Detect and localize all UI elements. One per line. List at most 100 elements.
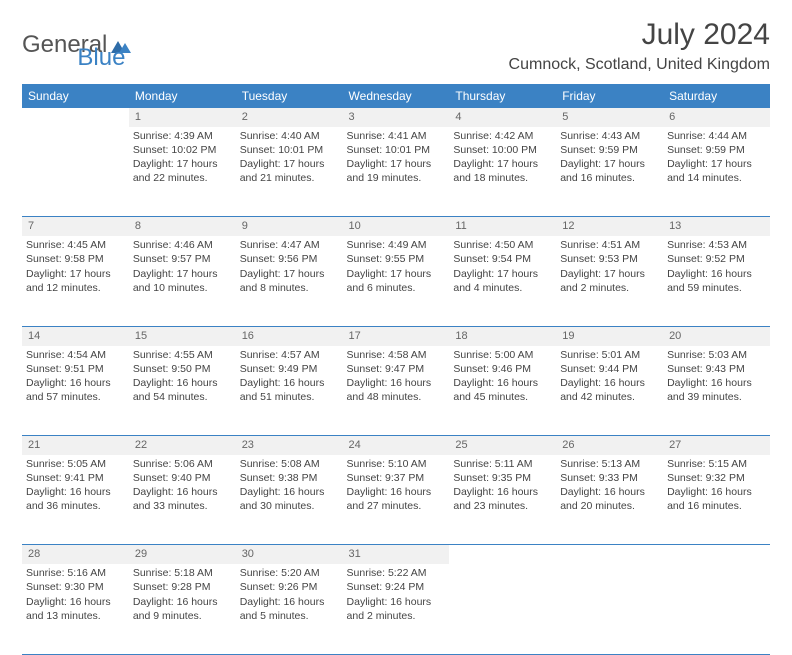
day-number: 29	[129, 545, 236, 564]
day-cell-line: Sunset: 9:44 PM	[560, 362, 659, 376]
day-cell-line: Sunset: 9:40 PM	[133, 471, 232, 485]
day-cell-line: Daylight: 16 hours	[133, 595, 232, 609]
day-cell-line: Sunset: 9:30 PM	[26, 580, 125, 594]
day-cell: Sunrise: 4:57 AMSunset: 9:49 PMDaylight:…	[236, 346, 343, 436]
day-cell-line: Sunrise: 5:20 AM	[240, 566, 339, 580]
day-cell-line: and 20 minutes.	[560, 499, 659, 513]
day-cell-line: and 13 minutes.	[26, 609, 125, 623]
day-number: 28	[22, 545, 129, 564]
day-cell-line: Sunrise: 4:47 AM	[240, 238, 339, 252]
day-content-row: Sunrise: 5:16 AMSunset: 9:30 PM Daylight:…	[22, 564, 770, 654]
day-cell: Sunrise: 4:39 AMSunset: 10:02 PMDaylight…	[129, 127, 236, 217]
day-cell-line: Sunset: 9:49 PM	[240, 362, 339, 376]
day-cell-line: Sunrise: 4:57 AM	[240, 348, 339, 362]
day-cell: Sunrise: 5:05 AMSunset: 9:41 PMDaylight:…	[22, 455, 129, 545]
day-content-row: Sunrise: 4:39 AMSunset: 10:02 PMDaylight…	[22, 127, 770, 217]
day-cell: Sunrise: 5:20 AMSunset: 9:26 PMDaylight:…	[236, 564, 343, 654]
day-cell-line: Sunset: 9:51 PM	[26, 362, 125, 376]
day-cell: Sunrise: 4:50 AMSunset: 9:54 PMDaylight:…	[449, 236, 556, 326]
day-cell-line: Sunset: 9:43 PM	[667, 362, 766, 376]
day-cell-line: Sunrise: 4:50 AM	[453, 238, 552, 252]
day-cell-line: Sunrise: 5:15 AM	[667, 457, 766, 471]
day-cell-line: Sunrise: 5:10 AM	[347, 457, 446, 471]
day-cell-line: Sunset: 9:59 PM	[667, 143, 766, 157]
day-cell-line: Sunset: 10:01 PM	[240, 143, 339, 157]
day-number-row: 78910111213	[22, 217, 770, 236]
day-cell-line: Sunset: 10:00 PM	[453, 143, 552, 157]
day-cell: Sunrise: 5:10 AMSunset: 9:37 PMDaylight:…	[343, 455, 450, 545]
day-cell-line: and 27 minutes.	[347, 499, 446, 513]
day-cell-line: and 39 minutes.	[667, 390, 766, 404]
day-cell-line: Daylight: 16 hours	[667, 485, 766, 499]
day-cell-line: Sunset: 9:50 PM	[133, 362, 232, 376]
day-cell-line: Sunrise: 5:16 AM	[26, 566, 125, 580]
weekday-header: Saturday	[663, 84, 770, 108]
day-cell-line: Sunrise: 5:13 AM	[560, 457, 659, 471]
day-cell-line: Sunrise: 5:00 AM	[453, 348, 552, 362]
day-number	[22, 108, 129, 127]
day-cell-line: and 18 minutes.	[453, 171, 552, 185]
day-cell-line: Daylight: 17 hours	[347, 157, 446, 171]
day-cell-line: and 59 minutes.	[667, 281, 766, 295]
day-cell-line: Sunrise: 4:58 AM	[347, 348, 446, 362]
day-cell-line: Sunrise: 4:54 AM	[26, 348, 125, 362]
day-cell-line: Daylight: 17 hours	[453, 157, 552, 171]
day-cell	[663, 564, 770, 654]
day-cell-line: Sunset: 9:32 PM	[667, 471, 766, 485]
location-label: Cumnock, Scotland, United Kingdom	[509, 56, 770, 74]
calendar-head: SundayMondayTuesdayWednesdayThursdayFrid…	[22, 84, 770, 108]
day-number: 7	[22, 217, 129, 236]
day-cell-line: Sunset: 9:37 PM	[347, 471, 446, 485]
day-cell-line: Daylight: 16 hours	[667, 376, 766, 390]
day-cell-line: Sunset: 10:02 PM	[133, 143, 232, 157]
day-number: 17	[343, 326, 450, 345]
day-content-row: Sunrise: 5:05 AMSunset: 9:41 PMDaylight:…	[22, 455, 770, 545]
day-cell: Sunrise: 5:18 AMSunset: 9:28 PMDaylight:…	[129, 564, 236, 654]
day-cell-line: Daylight: 16 hours	[453, 376, 552, 390]
day-cell-line: and 48 minutes.	[347, 390, 446, 404]
day-cell-line: Daylight: 17 hours	[453, 267, 552, 281]
day-cell-line: and 9 minutes.	[133, 609, 232, 623]
day-cell-line: Sunrise: 5:05 AM	[26, 457, 125, 471]
weekday-header: Wednesday	[343, 84, 450, 108]
day-number: 3	[343, 108, 450, 127]
day-cell: Sunrise: 5:13 AMSunset: 9:33 PMDaylight:…	[556, 455, 663, 545]
day-cell-line: Sunrise: 4:40 AM	[240, 129, 339, 143]
day-cell-line: and 16 minutes.	[667, 499, 766, 513]
day-number: 14	[22, 326, 129, 345]
day-cell-line: Daylight: 16 hours	[667, 267, 766, 281]
day-cell-line: Sunset: 9:26 PM	[240, 580, 339, 594]
day-cell: Sunrise: 4:51 AMSunset: 9:53 PMDaylight:…	[556, 236, 663, 326]
day-cell-line: and 30 minutes.	[240, 499, 339, 513]
day-cell-line: and 45 minutes.	[453, 390, 552, 404]
day-number: 9	[236, 217, 343, 236]
weekday-header: Friday	[556, 84, 663, 108]
day-cell-line: and 6 minutes.	[347, 281, 446, 295]
day-cell-line: Sunrise: 5:01 AM	[560, 348, 659, 362]
day-cell: Sunrise: 4:45 AMSunset: 9:58 PMDaylight:…	[22, 236, 129, 326]
day-number: 24	[343, 436, 450, 455]
brand-logo: General Blue	[22, 18, 125, 72]
day-number: 21	[22, 436, 129, 455]
header: General Blue July 2024 Cumnock, Scotland…	[22, 18, 770, 74]
day-number: 30	[236, 545, 343, 564]
day-cell-line: and 36 minutes.	[26, 499, 125, 513]
day-cell-line: Daylight: 16 hours	[453, 485, 552, 499]
day-cell-line: Sunrise: 4:49 AM	[347, 238, 446, 252]
day-cell-line: Sunset: 9:54 PM	[453, 252, 552, 266]
day-cell-line: Daylight: 16 hours	[133, 485, 232, 499]
day-cell: Sunrise: 4:55 AMSunset: 9:50 PMDaylight:…	[129, 346, 236, 436]
day-cell-line: Sunset: 9:28 PM	[133, 580, 232, 594]
day-cell-line: Daylight: 16 hours	[133, 376, 232, 390]
day-cell: Sunrise: 5:22 AMSunset: 9:24 PMDaylight:…	[343, 564, 450, 654]
day-cell-line: and 19 minutes.	[347, 171, 446, 185]
day-number: 26	[556, 436, 663, 455]
day-cell-line: and 5 minutes.	[240, 609, 339, 623]
day-cell-line: and 22 minutes.	[133, 171, 232, 185]
day-cell: Sunrise: 4:49 AMSunset: 9:55 PMDaylight:…	[343, 236, 450, 326]
day-number: 19	[556, 326, 663, 345]
calendar-body: 123456Sunrise: 4:39 AMSunset: 10:02 PMDa…	[22, 108, 770, 654]
day-cell-line: Daylight: 16 hours	[560, 376, 659, 390]
day-number	[663, 545, 770, 564]
day-cell: Sunrise: 4:44 AMSunset: 9:59 PMDaylight:…	[663, 127, 770, 217]
